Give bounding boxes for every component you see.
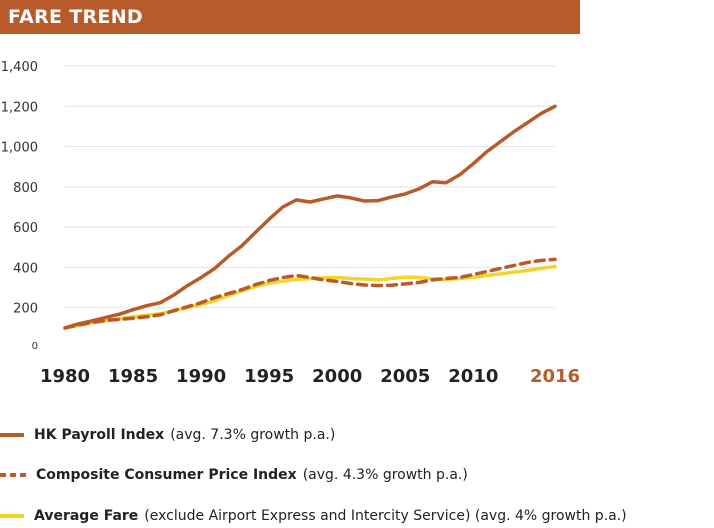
y-tick-label: 1,400 (1, 60, 38, 75)
y-tick-label: 1,000 (1, 141, 38, 156)
series-line-hk-payroll-index (63, 104, 557, 330)
x-tick-label: 1985 (108, 366, 158, 387)
legend-item-average-fare: Average Fare (exclude Airport Express an… (0, 504, 627, 528)
y-tick-label: 200 (13, 302, 38, 317)
y-tick-label: 400 (13, 261, 38, 276)
x-tick-label: 2016 (530, 366, 580, 387)
legend-item-payroll: HK Payroll Index (avg. 7.3% growth p.a.) (0, 423, 335, 447)
x-axis-ticks: 1980 1985 1990 1995 2000 2005 2010 2016 (40, 366, 580, 387)
y-axis-ticks: 0 200 400 600 800 1,000 1,200 1,400 (1, 60, 38, 352)
gridlines (65, 65, 555, 309)
y-tick-label: 1,200 (1, 100, 38, 115)
legend-swatch-solid-yellow (0, 514, 24, 518)
y-tick-label: 800 (13, 181, 38, 196)
x-tick-label: 1990 (176, 366, 226, 387)
legend-name: Average Fare (34, 508, 139, 524)
legend-item-cpi: Composite Consumer Price Index (avg. 4.3… (0, 463, 468, 487)
legend-name: HK Payroll Index (34, 427, 165, 443)
legend-swatch-solid-brown (0, 433, 24, 437)
line-chart: 0 200 400 600 800 1,000 1,200 1,400 1980 1985 199… (1, 60, 580, 387)
chart-title: FARE TREND (8, 6, 143, 28)
legend-swatch-dashed-brown (0, 473, 26, 477)
legend-note: (avg. 4.3% growth p.a.) (302, 467, 468, 483)
series-line-composite-consumer-price-index (63, 257, 557, 330)
title-bar: FARE TREND (0, 0, 580, 34)
x-tick-label: 2005 (380, 366, 430, 387)
series-lines (63, 104, 557, 330)
legend-note: (exclude Airport Express and Intercity S… (144, 508, 627, 524)
x-tick-label: 2010 (448, 366, 498, 387)
y-tick-label: 0 (32, 341, 38, 352)
x-tick-label: 1980 (40, 366, 90, 387)
y-tick-label: 600 (13, 221, 38, 236)
x-tick-label: 2000 (312, 366, 362, 387)
legend-note: (avg. 7.3% growth p.a.) (170, 427, 336, 443)
legend-name: Composite Consumer Price Index (36, 467, 297, 483)
x-tick-label: 1995 (244, 366, 294, 387)
